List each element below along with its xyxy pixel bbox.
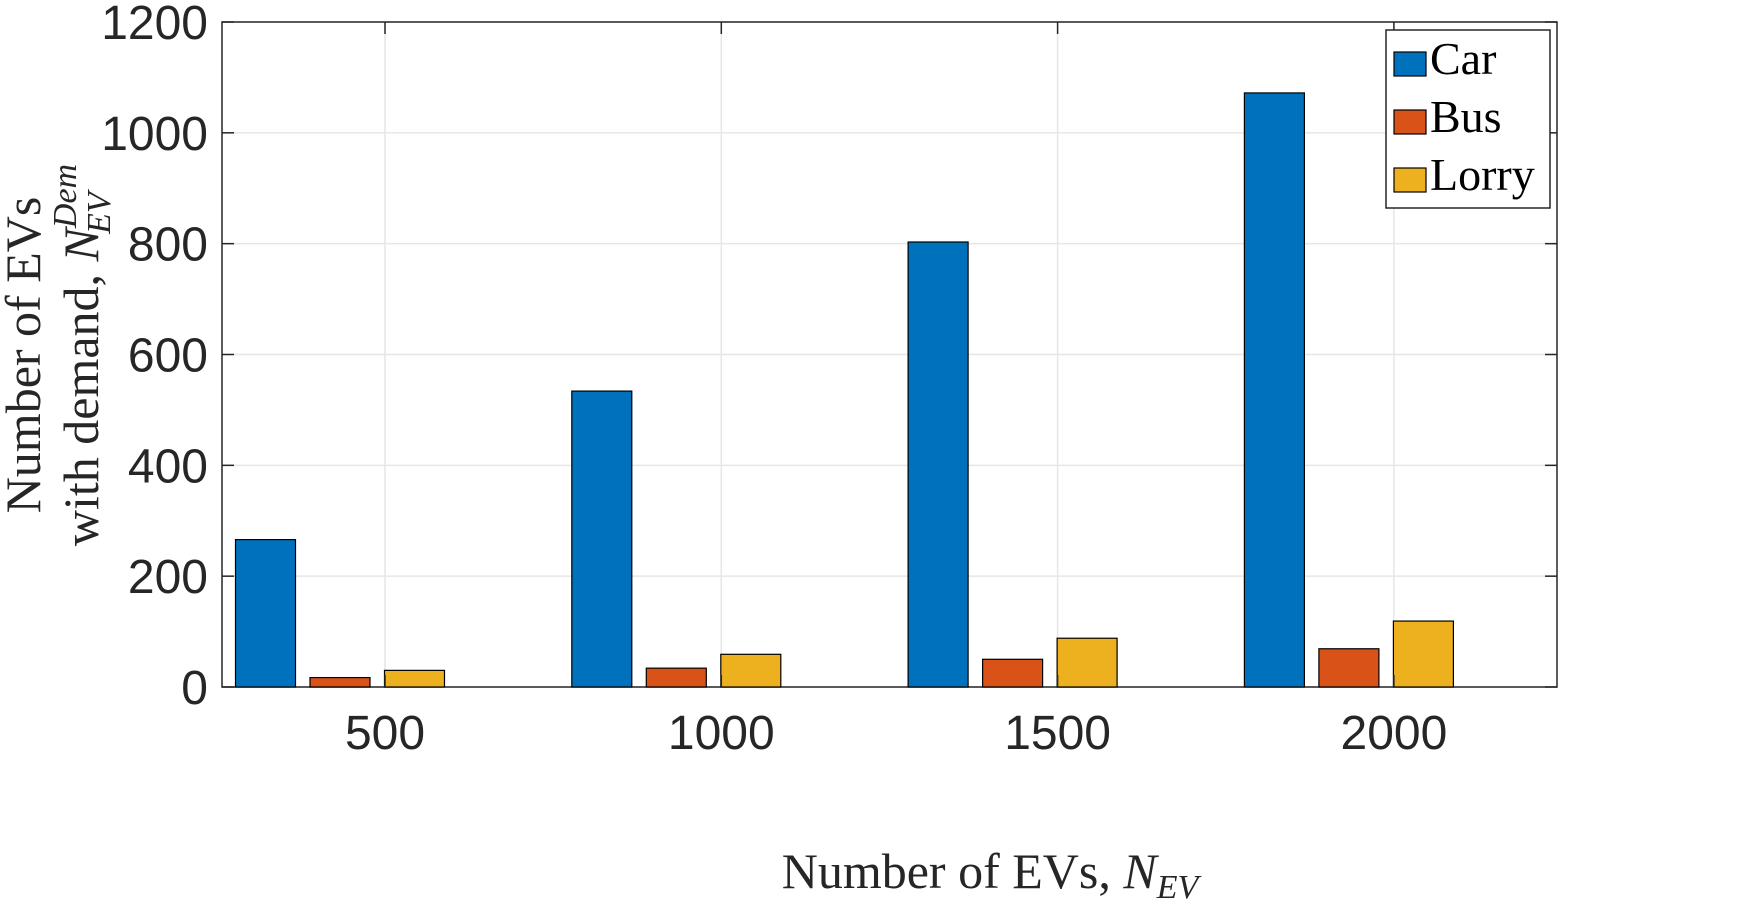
legend: Car Bus Lorry [1385,29,1551,209]
bar-bus-1000 [645,667,707,688]
y-tick-label: 1000 [101,108,208,161]
y-tick-label: 1200 [101,0,208,50]
y-axis-label-superscript: Dem [47,164,84,229]
legend-label-car: Car [1430,33,1496,84]
y-tick-label: 600 [128,330,208,383]
bar-bus-1500 [981,658,1044,688]
y-tick-label: 800 [128,219,208,272]
x-axis-label: Number of EVs, NEV [782,843,1203,906]
axis-ticks: 0 200 400 600 800 1000 1200 500 1000 1500 2000 [101,0,1557,760]
x-axis-label-subscript: EV [1156,869,1203,906]
legend-swatch-car [1393,51,1427,77]
x-tick-label: 1500 [1004,707,1111,760]
x-axis-label-text: Number of EVs, [782,843,1124,899]
y-tick-label: 200 [128,551,208,604]
y-axis-label-subscript: EV [81,188,118,235]
y-tick-label: 0 [181,662,208,715]
bar-car-1500 [907,241,969,688]
x-axis-label-symbol: N [1122,843,1159,899]
bar-car-500 [234,538,297,688]
bar-car-1000 [571,390,633,688]
legend-label-bus: Bus [1430,91,1502,142]
x-tick-label: 1000 [668,707,775,760]
bar-lorry-1500 [1056,637,1118,688]
bar-bus-500 [309,676,371,688]
bar-lorry-500 [383,669,446,688]
grid [222,21,1557,688]
y-axis-label-line2: with demand, NDemEV [47,164,118,546]
x-tick-label: 2000 [1341,707,1448,760]
legend-swatch-bus [1393,109,1427,135]
legend-swatch-lorry [1393,167,1427,193]
legend-label-lorry: Lorry [1430,149,1535,200]
y-axis-label-line2-text: with demand, [53,261,109,546]
y-axis-label-line1: Number of EVs [0,197,51,514]
bar-lorry-2000 [1392,620,1455,688]
bar-lorry-1000 [720,653,782,688]
bar-car-2000 [1243,92,1306,688]
y-axis-label-symbol: N [53,225,109,262]
bars [234,92,1455,688]
y-axis-label: Number of EVs with demand, NDemEV [0,164,118,546]
bar-bus-2000 [1318,648,1380,688]
x-tick-label: 500 [345,707,425,760]
y-tick-label: 400 [128,440,208,493]
